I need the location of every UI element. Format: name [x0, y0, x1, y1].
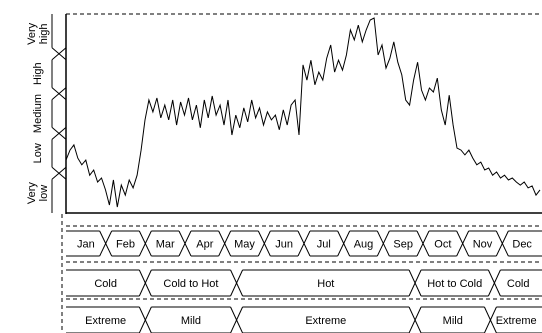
band-cross	[218, 230, 232, 257]
y-band-label: Medium	[32, 94, 44, 133]
band-label: Cold to Hot	[163, 278, 218, 290]
y-band-label: High	[32, 62, 44, 85]
band-label: May	[234, 238, 255, 250]
y-band-label: Verylow	[26, 182, 50, 205]
band-cross	[138, 230, 152, 257]
band-cross	[337, 230, 351, 257]
band-label: Cold	[507, 278, 530, 290]
band-label: Apr	[196, 238, 213, 250]
band-label: Sep	[393, 238, 413, 250]
band-cross	[138, 269, 152, 297]
band-cross	[456, 230, 470, 257]
y-band-cross	[51, 166, 67, 180]
band-label: Oct	[434, 238, 451, 250]
y-band-cross	[51, 127, 67, 140]
band-cross	[483, 306, 497, 333]
band-cross	[376, 230, 390, 257]
band-label: Cold	[94, 278, 117, 290]
band-cross	[99, 230, 113, 257]
band-label: Feb	[116, 238, 135, 250]
band-cross	[495, 230, 509, 257]
band-label: Extreme	[305, 315, 346, 327]
band-label: Dec	[512, 238, 532, 250]
band-cross	[487, 269, 501, 297]
band-label: Mar	[156, 238, 175, 250]
data-line	[65, 17, 541, 208]
band-label: Extreme	[496, 315, 537, 327]
band-label: Extreme	[85, 315, 126, 327]
y-band-label: Low	[32, 143, 44, 163]
band-cross	[408, 269, 422, 297]
band-label: Jun	[275, 238, 293, 250]
y-band-label: Veryhigh	[26, 22, 50, 45]
y-band-cross	[51, 87, 67, 100]
band-cross	[230, 269, 244, 297]
band-label: Jul	[317, 238, 331, 250]
band-label: Aug	[354, 238, 374, 250]
y-band-cross	[51, 47, 67, 61]
band-label: Jan	[77, 238, 95, 250]
band-label: Mild	[443, 315, 463, 327]
band-cross	[408, 306, 422, 333]
band-cross	[297, 230, 311, 257]
band-cross	[416, 230, 430, 257]
band-cross	[257, 230, 271, 257]
band-label: Hot	[317, 278, 334, 290]
band-cross	[230, 306, 244, 333]
band-label: Nov	[473, 238, 493, 250]
band-cross	[178, 230, 192, 257]
band-label: Mild	[181, 315, 201, 327]
band-cross	[138, 306, 152, 333]
band-label: Hot to Cold	[427, 278, 482, 290]
